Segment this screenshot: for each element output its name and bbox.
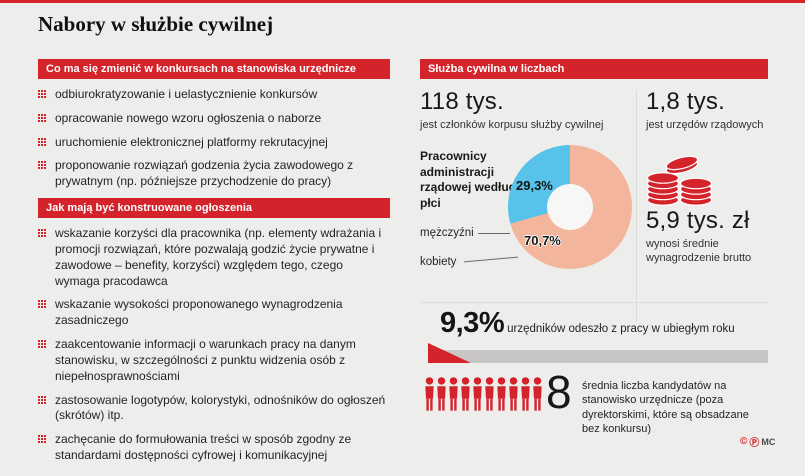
section-header-numbers: Służba cywilna w liczbach xyxy=(420,59,768,79)
grid-bullet-icon xyxy=(38,137,46,146)
list-item: proponowanie rozwiązań godzenia życia za… xyxy=(38,158,390,190)
stat-members-caption: jest członków korpusu służby cywilnej xyxy=(420,119,604,131)
page-title: Nabory w służbie cywilnej xyxy=(38,12,274,36)
person-icon xyxy=(449,377,458,411)
horizontal-divider xyxy=(420,302,768,303)
list-item-text: zaakcentowanie informacji o warunkach pr… xyxy=(55,337,356,383)
changes-list: odbiurokratyzowanie i uelastycznienie ko… xyxy=(38,87,390,190)
gender-donut-chart xyxy=(508,145,632,269)
stat-offices-caption: jest urzędów rządowych xyxy=(646,119,764,131)
left-column: Co ma się zmienić w konkursach na stanow… xyxy=(38,59,390,472)
pie-chart-title: Pracownicy administracji rządowej według… xyxy=(420,149,517,210)
copyright-icon: © xyxy=(740,436,748,447)
pie-label-men: mężczyźni xyxy=(420,227,474,239)
list-item-text: zastosowanie logotypów, kolorystyki, odn… xyxy=(55,392,386,423)
pie-value-women: 70,7% xyxy=(524,233,561,248)
stat-salary-caption: wynosi średnie wynagrodzenie brutto xyxy=(646,238,752,264)
list-item-text: proponowanie rozwiązań godzenia życia za… xyxy=(55,158,354,189)
list-item-text: odbiurokratyzowanie i uelastycznienie ko… xyxy=(55,87,318,101)
candidates-count: 8 xyxy=(546,366,572,418)
stat-salary: 5,9 tys. zł wynosi średnie wynagrodzenie… xyxy=(646,207,768,266)
person-icon xyxy=(509,377,518,411)
person-icon xyxy=(473,377,482,411)
attrition-caption: urzędników odeszło z pracy w ubiegłym ro… xyxy=(507,323,735,335)
grid-bullet-icon xyxy=(38,113,46,122)
attrition-stat: 9,3% urzędników odeszło z pracy w ubiegł… xyxy=(440,307,770,340)
list-item-text: opracowanie nowego wzoru ogłoszenia o na… xyxy=(55,110,322,125)
leader-line-men xyxy=(478,233,510,234)
leader-line-women xyxy=(464,256,518,263)
list-item: odbiurokratyzowanie i uelastycznienie ko… xyxy=(38,87,390,103)
pie-value-men: 29,3% xyxy=(516,178,553,193)
list-item: wskazanie wysokości proponowanego wynagr… xyxy=(38,297,390,329)
list-item-text: zachęcanie do formułowania treści w spos… xyxy=(55,432,352,463)
list-item-text: wskazanie wysokości proponowanego wynagr… xyxy=(55,297,343,328)
list-item: zastosowanie logotypów, kolorystyki, odn… xyxy=(38,393,390,425)
list-item: zachęcanie do formułowania treści w spos… xyxy=(38,432,390,464)
people-pictogram xyxy=(424,377,543,411)
attrition-bar-chart xyxy=(428,350,768,363)
stat-members: 118 tys. jest członków korpusu służby cy… xyxy=(420,88,632,133)
pie-label-women: kobiety xyxy=(420,256,457,268)
stat-salary-value: 5,9 tys. zł xyxy=(646,207,750,234)
list-item: uruchomienie elektronicznej platformy re… xyxy=(38,135,390,151)
list-item-text: uruchomienie elektronicznej platformy re… xyxy=(55,134,328,149)
list-item: wskazanie korzyści dla pracownika (np. e… xyxy=(38,226,390,289)
coins-icon xyxy=(646,155,713,206)
stat-offices: 1,8 tys. jest urzędów rządowych xyxy=(646,88,768,133)
grid-bullet-icon xyxy=(38,90,46,98)
list-item-text: wskazanie korzyści dla pracownika (np. e… xyxy=(55,226,382,288)
list-item: opracowanie nowego wzoru ogłoszenia o na… xyxy=(38,111,390,127)
right-column: Służba cywilna w liczbach 118 tys. jest … xyxy=(420,59,768,459)
phonogram-icon: Ⓟ xyxy=(749,438,760,449)
grid-bullet-icon xyxy=(38,340,46,348)
stat-offices-value: 1,8 tys. xyxy=(646,88,725,115)
person-icon xyxy=(521,377,530,411)
ads-rules-list: wskazanie korzyści dla pracownika (np. e… xyxy=(38,226,390,464)
grid-bullet-icon xyxy=(38,229,46,237)
candidates-caption: średnia liczba kandydatów na stanowisko … xyxy=(582,380,749,435)
top-accent-rule xyxy=(0,0,805,3)
grid-bullet-icon xyxy=(38,300,46,308)
credits: © Ⓟ MC xyxy=(740,434,775,449)
grid-bullet-icon xyxy=(38,395,46,404)
person-icon xyxy=(533,377,542,411)
credits-initials: MC xyxy=(761,436,776,447)
person-icon xyxy=(497,377,506,411)
section-header-ads: Jak mają być konstruowane ogłoszenia xyxy=(38,198,390,219)
grid-bullet-icon xyxy=(38,435,46,443)
grid-bullet-icon xyxy=(38,161,46,169)
attrition-value: 9,3% xyxy=(440,307,505,339)
vertical-divider xyxy=(636,90,637,322)
stat-members-value: 118 tys. xyxy=(420,88,504,115)
section-header-changes: Co ma się zmienić w konkursach na stanow… xyxy=(38,59,390,79)
person-icon xyxy=(425,377,434,411)
list-item: zaakcentowanie informacji o warunkach pr… xyxy=(38,337,390,384)
person-icon xyxy=(461,377,470,411)
person-icon xyxy=(485,377,494,411)
person-icon xyxy=(437,377,446,411)
